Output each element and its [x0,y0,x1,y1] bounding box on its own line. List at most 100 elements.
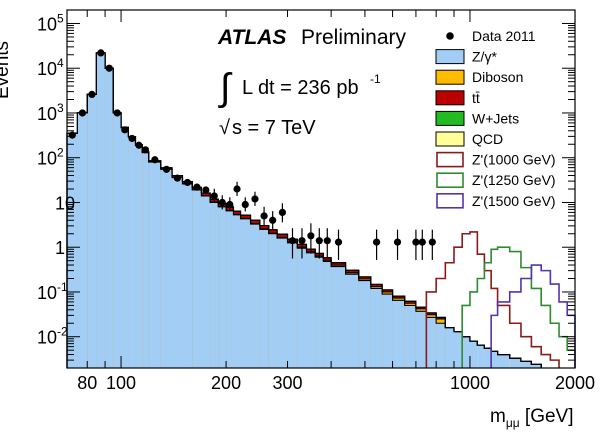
x-axis-title-main: m [490,406,506,427]
stack-bar-z- [509,358,521,368]
integral-symbol: ∫ [218,67,233,109]
legend-entry-diboson: Diboson [435,69,523,85]
data-point [226,200,234,209]
sqrt-symbol: √ [219,117,230,139]
x-axis-title: mμμ [GeV] [490,406,574,430]
stack-bar-z- [240,218,251,368]
legend-swatch [435,90,465,106]
legend-label: Z'(1000 GeV) [472,152,556,168]
y-tick-label: 1 [55,238,65,258]
legend-swatch [436,193,464,209]
stack-bar-z- [520,361,532,368]
atlas-label: ATLAS Preliminary [217,26,407,49]
stack-bar-z- [121,127,129,368]
x-tick-label: 200 [211,373,241,393]
legend-label: tt̄ [472,90,480,106]
y-tick-label: 102 [37,146,64,169]
x-tick-label: 1000 [450,373,490,393]
legend-entry-qcd: QCD [435,131,503,147]
data-point [307,232,315,240]
y-tick-label: 103 [37,101,64,124]
axes: 80 100 200 300 1000 2000 10-2 10-1 1 10 102 103 104 1… [37,9,595,393]
data-point [162,165,171,173]
signal-line-z-1000-gev- [425,231,560,368]
stack-bar-z- [277,238,288,368]
luminosity-exponent: -1 [370,72,381,86]
legend-entry-z-1500-gev-: Z'(1500 GeV) [436,193,556,209]
stack-bar-z- [268,233,278,368]
data-point [128,134,136,143]
data-point [97,49,105,57]
x-tick-label: 2000 [555,373,595,393]
stack-bar-z- [201,195,211,368]
stack-bar-z- [484,348,492,368]
legend-label: W+Jets [472,110,519,126]
stack-bar-z- [445,327,454,368]
data-point [334,238,343,246]
legend-label: QCD [472,131,503,147]
legend-entry-tt-: tt̄ [435,90,480,106]
stack-bar-z- [250,224,260,368]
legend-entry-w-jets: W+Jets [435,110,519,126]
stack-bar-z- [172,177,183,368]
stack-bar-z- [306,252,316,368]
legend-swatch [436,172,464,188]
stack-bar-z- [497,354,510,368]
legend-marker [446,32,454,40]
stack-bar-z- [96,52,106,369]
stack-bar-z- [358,280,371,368]
plot-area [66,49,576,369]
data-point [135,141,143,149]
legend-entry-z-1250-gev-: Z'(1250 GeV) [436,172,556,188]
energy-text: s = 7 TeV [232,117,316,139]
stack-bar-z- [142,152,149,368]
y-tick-label: 10 [55,193,75,213]
y-tick-label: 10-2 [37,325,68,348]
stack-bar-z- [436,323,446,368]
stack-bar-z- [210,202,219,368]
y-tick-label: 104 [37,56,64,79]
y-axis-title: Events [0,41,13,99]
legend-swatch [435,49,465,65]
data-point [393,238,402,246]
energy-annotation: √ s = 7 TeV [219,117,316,139]
data-points [68,49,436,260]
legend: Data 2011 Z/γ* Diboson tt̄ W+Jets QCD Z'(1000 … [435,28,556,209]
stack-bar-z- [192,190,202,368]
luminosity-annotation: ∫ L dt = 236 pb -1 [218,67,381,109]
stack-bar-z- [531,364,542,368]
data-point [428,238,436,246]
experiment-name: ATLAS [217,26,286,49]
stack-bar-z- [160,169,173,368]
legend-label: Z/γ* [472,49,497,65]
stack-bar-z- [370,288,383,368]
stack-bar-z- [105,68,114,368]
stack-bar-z- [233,214,241,368]
y-tick-label: 10-1 [37,280,68,303]
data-point [241,200,249,209]
legend-swatch [436,151,464,168]
data-point [269,216,277,224]
stack-bar-z- [477,345,485,368]
legend-swatch [435,110,465,126]
legend-label: Z'(1500 GeV) [472,193,556,209]
data-point [288,237,297,245]
stack-bar-z- [331,266,346,368]
x-axis-title-subscript: μμ [506,416,520,430]
data-point [193,183,201,191]
stack-bar-z- [67,133,78,368]
legend-swatch [435,131,465,147]
data-point [251,195,259,203]
stack-bar-z- [404,305,416,368]
data-point [323,237,331,245]
data-point [278,208,286,216]
stack-z- [67,52,542,369]
stack-bar-z- [415,311,427,368]
stack-bar-z- [345,274,359,368]
data-point [210,192,218,200]
stack-bar-z- [323,261,332,368]
stack-bar-z- [148,162,161,368]
data-point [418,238,426,246]
data-point [121,126,129,134]
legend-label: Z'(1250 GeV) [472,172,556,188]
